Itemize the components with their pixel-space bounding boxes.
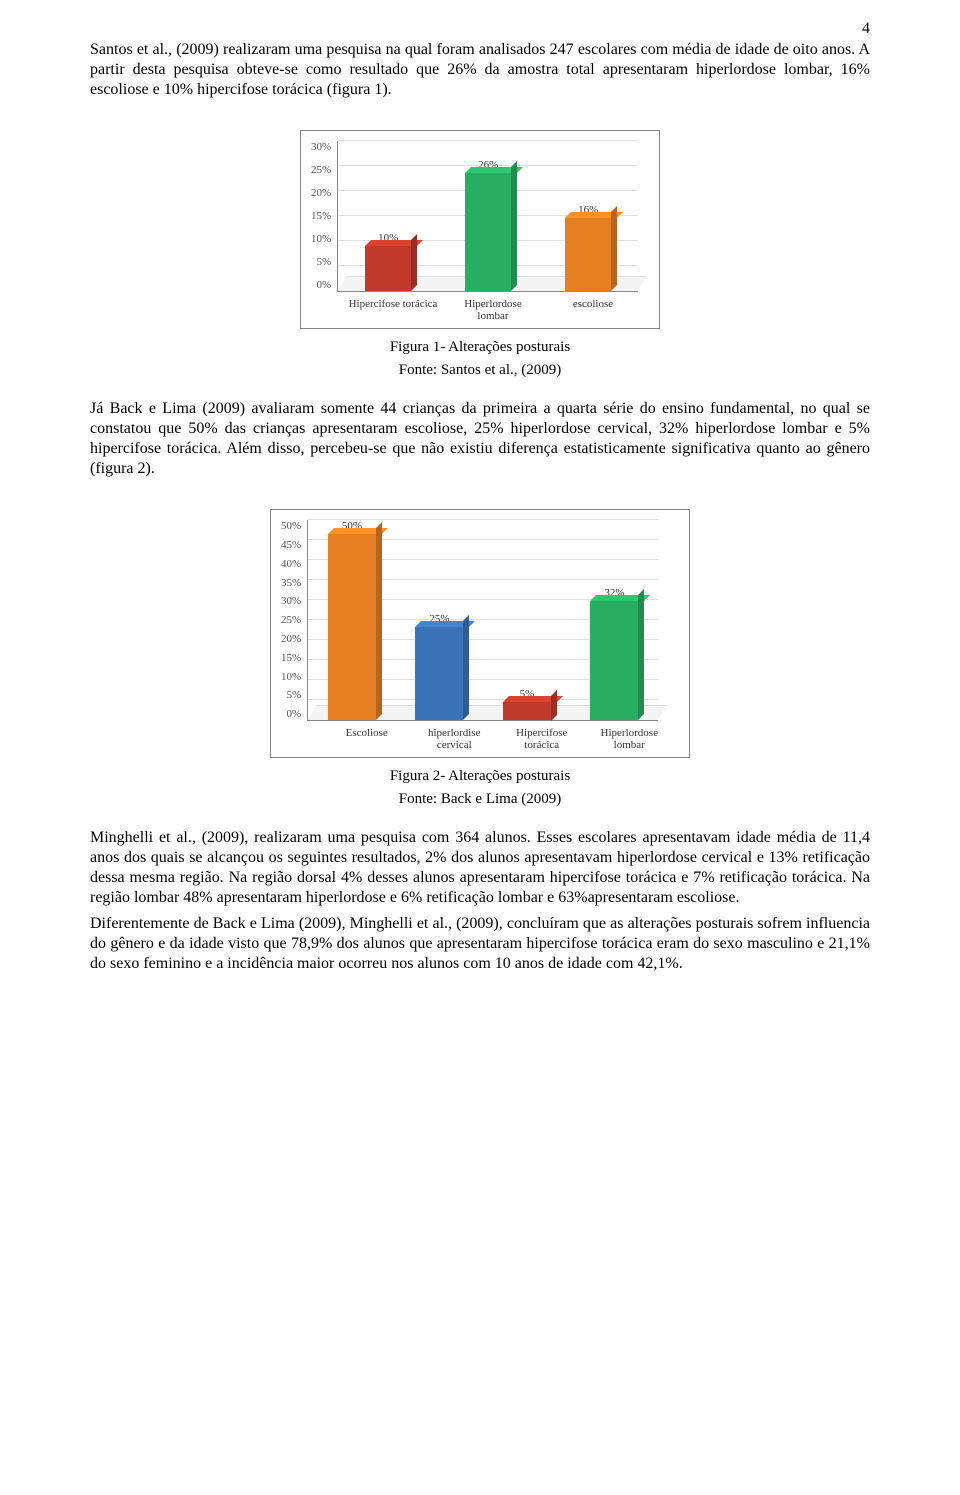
x-tick-label: hiperlordisecervical: [411, 727, 499, 751]
document-page: 4 Santos et al., (2009) realizaram uma p…: [0, 0, 960, 1040]
y-tick-label: 15%: [311, 210, 331, 222]
y-tick-label: 30%: [281, 595, 301, 607]
figure-1-chart: 0% 5% 10% 15% 20% 25% 30% 10% 26% 16% Hipercifose …: [300, 130, 660, 329]
y-tick-label: 45%: [281, 539, 301, 551]
chart-bar: 32%: [590, 587, 638, 720]
y-tick-label: 0%: [287, 708, 302, 720]
y-tick-label: 20%: [281, 633, 301, 645]
chart-bar: 26%: [465, 159, 511, 291]
paragraph-2: Já Back e Lima (2009) avaliaram somente …: [90, 399, 870, 479]
chart-bar: 16%: [565, 204, 611, 291]
chart-bar: 50%: [328, 520, 376, 720]
paragraph-3: Minghelli et al., (2009), realizaram uma…: [90, 828, 870, 908]
x-tick-label: Hipercifose torácica: [343, 298, 443, 322]
x-tick-label: escoliose: [543, 298, 643, 322]
y-tick-label: 50%: [281, 520, 301, 532]
chart-bar: 10%: [365, 232, 411, 291]
y-tick-label: 15%: [281, 652, 301, 664]
paragraph-4: Diferentemente de Back e Lima (2009), Mi…: [90, 914, 870, 974]
figure-2-source: Fonte: Back e Lima (2009): [90, 791, 870, 808]
chart-bar: 25%: [415, 613, 463, 720]
figure-1-caption: Figura 1- Alterações posturais: [90, 339, 870, 356]
figure-2-caption: Figura 2- Alterações posturais: [90, 768, 870, 785]
y-tick-label: 0%: [317, 279, 332, 291]
y-tick-label: 10%: [281, 671, 301, 683]
figure-2-chart: 0% 5% 10% 15% 20% 25% 30% 35% 40% 45% 50% 50% 25% 5% 3…: [270, 509, 690, 758]
figure-1-source: Fonte: Santos et al., (2009): [90, 362, 870, 379]
y-tick-label: 5%: [317, 256, 332, 268]
x-tick-label: Hiperlordoselombar: [586, 727, 674, 751]
x-tick-label: Hiperlordoselombar: [443, 298, 543, 322]
paragraph-1: Santos et al., (2009) realizaram uma pes…: [90, 40, 870, 100]
y-tick-label: 25%: [281, 614, 301, 626]
page-number: 4: [862, 20, 870, 38]
y-tick-label: 10%: [311, 233, 331, 245]
chart-bar: 5%: [503, 688, 551, 721]
x-tick-label: Escoliose: [323, 727, 411, 751]
y-tick-label: 5%: [287, 689, 302, 701]
y-tick-label: 20%: [311, 187, 331, 199]
figure-1-wrap: 0% 5% 10% 15% 20% 25% 30% 10% 26% 16% Hipercifose …: [90, 130, 870, 329]
figure-2-wrap: 0% 5% 10% 15% 20% 25% 30% 35% 40% 45% 50% 50% 25% 5% 3…: [90, 509, 870, 758]
x-tick-label: Hipercifosetorácica: [498, 727, 586, 751]
y-tick-label: 40%: [281, 558, 301, 570]
y-tick-label: 25%: [311, 164, 331, 176]
y-tick-label: 30%: [311, 141, 331, 153]
y-tick-label: 35%: [281, 577, 301, 589]
